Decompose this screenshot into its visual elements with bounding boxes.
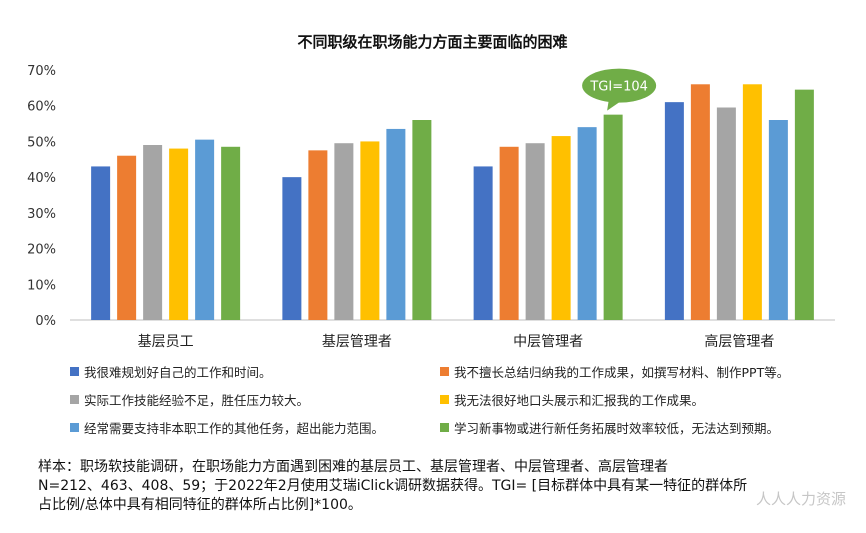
bar — [473, 166, 493, 320]
bar — [143, 145, 163, 320]
bar — [525, 143, 545, 320]
bar — [499, 146, 519, 320]
x-tick-label: 高层管理者 — [704, 333, 774, 350]
x-tick-label: 基层管理者 — [322, 333, 392, 350]
y-tick-label: 20% — [27, 243, 56, 258]
bar — [577, 127, 597, 321]
legend-label: 学习新事物或进行新任务拓展时效率较低，无法达到预期。 — [454, 421, 779, 436]
bar — [282, 177, 302, 320]
callout-bubble — [582, 68, 657, 103]
y-tick-label: 40% — [27, 171, 56, 186]
bar — [386, 128, 406, 320]
chart: 不同职级在职场能力方面主要面临的困难 0% 10% 20% 30% 40% 50% 60% 70… — [27, 33, 835, 436]
chart-title: 不同职级在职场能力方面主要面临的困难 — [297, 33, 567, 51]
bar — [690, 84, 710, 321]
bar — [308, 150, 328, 320]
bar — [794, 89, 814, 321]
bar — [360, 141, 380, 320]
y-tick-label: 0% — [35, 314, 56, 329]
bar — [117, 155, 137, 320]
bar — [716, 107, 736, 320]
legend-swatch — [70, 395, 79, 404]
y-tick-label: 70% — [27, 64, 56, 79]
legend-swatch — [70, 367, 79, 376]
bar — [768, 120, 788, 320]
legend-swatch — [70, 423, 79, 432]
bar — [221, 146, 241, 320]
callout-label: TGI=104 — [589, 80, 648, 95]
bar — [742, 84, 762, 321]
legend-label: 我不擅长总结归纳我的工作成果，如撰写材料、制作PPT等。 — [454, 365, 789, 380]
bar — [195, 139, 215, 320]
bar — [334, 143, 354, 320]
bar — [664, 102, 684, 321]
legend-label: 实际工作技能经验不足，胜任压力较大。 — [84, 393, 309, 408]
y-tick-label: 30% — [27, 207, 56, 222]
legend-swatch — [440, 367, 449, 376]
legend-swatch — [440, 423, 449, 432]
y-tick-label: 50% — [27, 135, 56, 150]
watermark: 人人人力资源 — [755, 490, 846, 508]
bar — [169, 148, 189, 320]
legend-label: 我无法很好地口头展示和汇报我的工作成果。 — [454, 393, 704, 408]
y-tick-label: 10% — [27, 278, 56, 293]
bar — [91, 166, 111, 320]
x-tick-label: 基层员工 — [138, 333, 194, 350]
legend-label: 我很难规划好自己的工作和时间。 — [84, 365, 272, 380]
legend-swatch — [440, 395, 449, 404]
legend-label: 经常需要支持非本职工作的其他任务，超出能力范围。 — [84, 421, 384, 436]
bar — [412, 120, 432, 320]
sample-note: 样本：职场软技能调研，在职场能力方面遇到困难的基层员工、基层管理者、中层管理者、… — [38, 459, 748, 513]
bar — [603, 114, 623, 321]
bar — [551, 136, 571, 320]
x-tick-label: 中层管理者 — [513, 334, 583, 350]
y-tick-label: 60% — [27, 100, 56, 115]
